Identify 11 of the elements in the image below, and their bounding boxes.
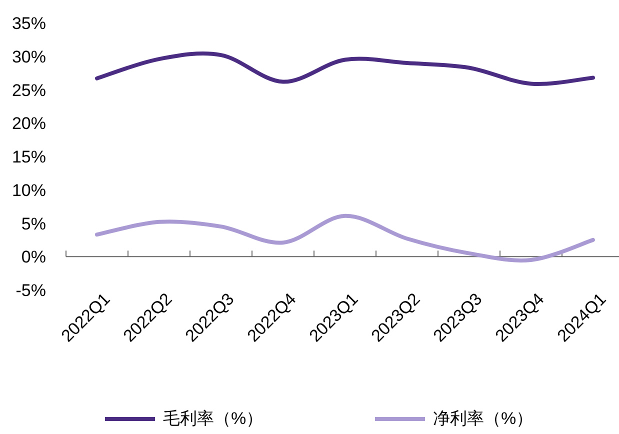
y-tick-label: 20% xyxy=(12,114,46,134)
y-tick-label: 5% xyxy=(21,214,46,234)
y-tick-label: 25% xyxy=(12,80,46,100)
legend-label: 净利率（%） xyxy=(433,409,534,428)
y-tick-label: 15% xyxy=(12,148,46,166)
y-tick-label: 10% xyxy=(12,180,46,200)
y-tick-label: 35% xyxy=(12,14,46,33)
y-tick-label: 30% xyxy=(12,47,46,66)
legend-label: 毛利率（%） xyxy=(163,409,264,428)
y-tick-label: -5% xyxy=(16,281,46,300)
y-tick-label: 0% xyxy=(21,248,46,267)
